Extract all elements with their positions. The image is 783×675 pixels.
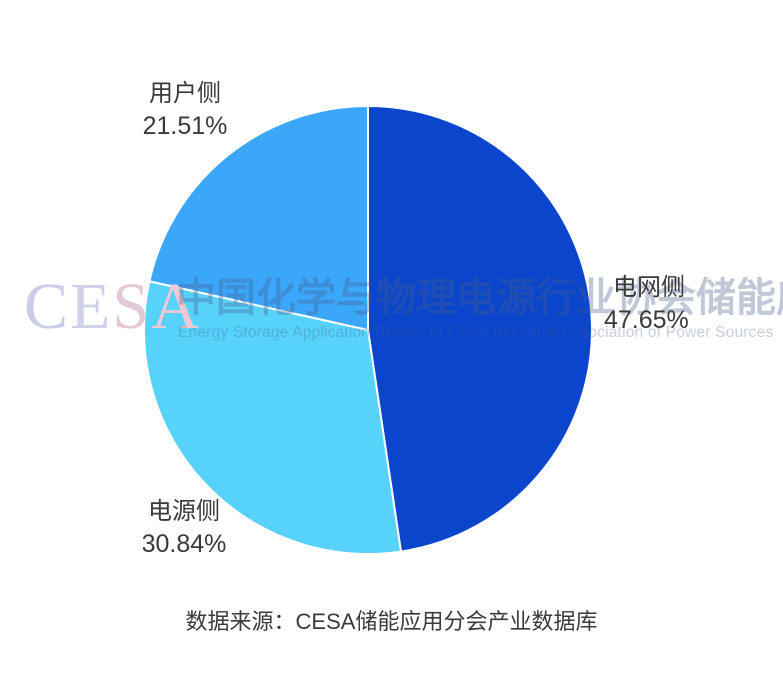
pie-slice (367, 105, 593, 553)
pie-label-grid-side: 电网侧 47.65% (604, 272, 689, 338)
pie-svg (143, 105, 593, 555)
pie-slices-container (143, 105, 593, 555)
pie-label-user-side-percent: 21.51% (142, 112, 228, 141)
pie-label-grid-side-percent: 47.65% (604, 306, 689, 335)
pie-slice (148, 105, 369, 331)
pie-label-generation-side-name: 电源侧 (148, 498, 220, 525)
pie-label-generation-side-percent: 30.84% (141, 530, 227, 559)
pie-label-user-side-name: 用户侧 (149, 80, 221, 107)
pie-label-generation-side: 电源侧 30.84% (128, 496, 240, 562)
pie-label-grid-side-name: 电网侧 (613, 274, 685, 301)
pie-label-user-side: 用户侧 21.51% (130, 78, 240, 144)
watermark-letter-c: C (24, 272, 71, 343)
source-caption: 数据来源：CESA储能应用分会产业数据库 (185, 609, 598, 634)
pie-slice (143, 280, 402, 555)
watermark-letter-e: E (70, 272, 113, 343)
pie-slice-group (143, 105, 593, 555)
